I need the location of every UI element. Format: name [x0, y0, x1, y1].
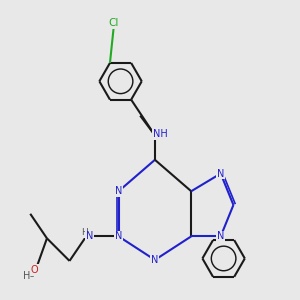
Text: Cl: Cl — [109, 18, 119, 28]
Text: N: N — [86, 231, 93, 242]
Text: N: N — [151, 255, 159, 265]
Text: NH: NH — [153, 129, 168, 139]
Text: H: H — [81, 228, 88, 237]
Text: N: N — [217, 169, 224, 178]
Text: N: N — [115, 186, 122, 196]
Text: H: H — [23, 271, 31, 281]
Text: N: N — [217, 231, 224, 242]
Text: H: H — [23, 272, 30, 280]
Text: N: N — [115, 231, 122, 242]
Text: O: O — [30, 265, 38, 275]
Text: –: – — [30, 272, 34, 281]
